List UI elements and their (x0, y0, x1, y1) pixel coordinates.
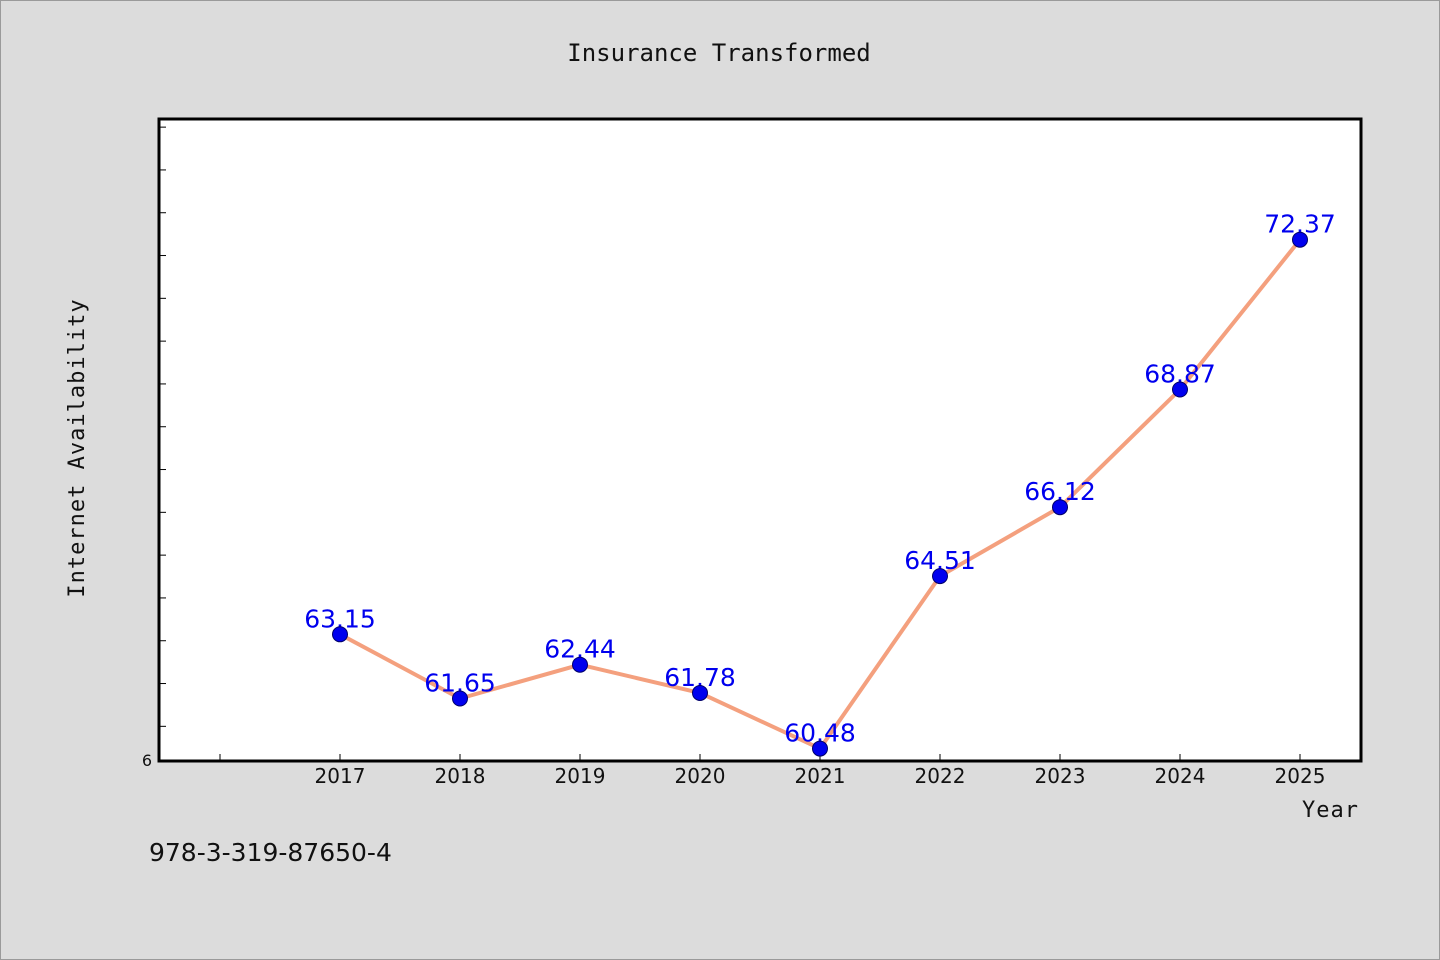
x-tick-label: 2018 (435, 764, 486, 788)
isbn-footer: 978-3-319-87650-4 (149, 838, 392, 867)
x-tick-label: 2021 (795, 764, 846, 788)
series-layer: 63.1561.6562.4461.7860.4864.5166.1268.87… (304, 210, 1336, 757)
y-tick-label: 6 (142, 751, 152, 770)
x-axis-label: Year (1302, 798, 1359, 823)
y-axis-ticks (159, 126, 166, 727)
data-point (1292, 231, 1308, 248)
data-point (692, 684, 708, 701)
x-tick-label: 2023 (1035, 764, 1086, 788)
y-axis-label: Internet Availability (65, 298, 90, 597)
data-point (1172, 381, 1188, 398)
x-tick-label: 2017 (315, 764, 366, 788)
data-point (452, 690, 468, 707)
x-tick-label: 2025 (1275, 764, 1326, 788)
chart-title: Insurance Transformed (567, 39, 870, 67)
x-axis-ticks: 2017 2018 2019 2020 2021 2022 2023 2024 2025 (219, 754, 1326, 788)
data-point (572, 656, 588, 673)
x-tick-label: 2019 (555, 764, 606, 788)
x-tick-label: 2024 (1155, 764, 1206, 788)
data-point (1052, 499, 1068, 516)
data-point (332, 626, 348, 643)
x-tick-label: 2022 (915, 764, 966, 788)
data-point (812, 740, 828, 757)
x-tick-label: 2020 (675, 764, 726, 788)
plot-area (157, 117, 1363, 763)
data-point (932, 568, 948, 585)
